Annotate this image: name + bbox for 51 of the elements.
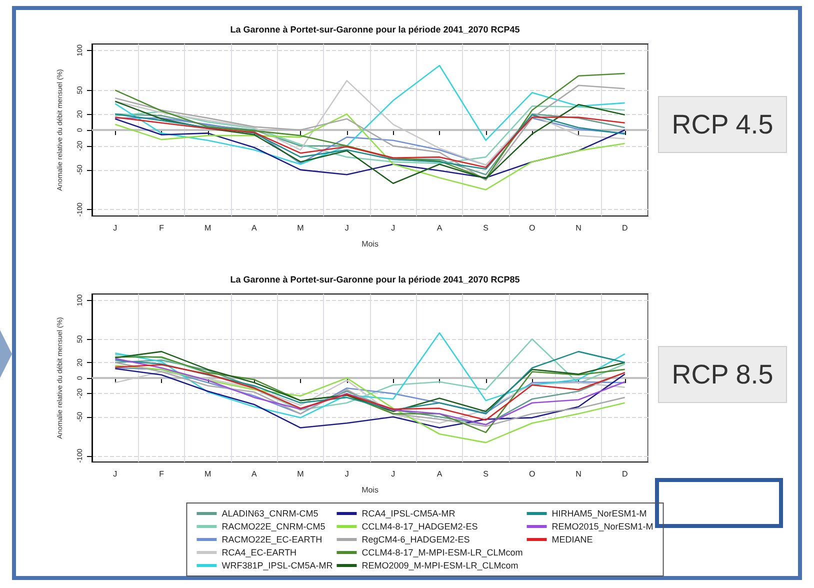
- x-tick-label: A: [436, 470, 443, 478]
- chart-title: La Garonne à Portet-sur-Garonne pour la période 2041_2070 RCP85: [230, 274, 520, 284]
- legend-label: MEDIANE: [552, 534, 593, 544]
- x-tick-label: J: [344, 224, 349, 232]
- text: RCP 4.5: [672, 110, 774, 140]
- x-tick-label: F: [159, 224, 164, 232]
- legend-label: RCA4_IPSL-CM5A-MR: [362, 508, 456, 518]
- x-tick-label: J: [344, 470, 349, 478]
- x-tick-label: M: [297, 224, 304, 232]
- x-tick-label: A: [251, 224, 258, 232]
- line-series: [114, 105, 626, 164]
- legend-label: CCLM4-8-17_HADGEM2-ES: [362, 522, 478, 532]
- x-tick-label: M: [204, 470, 212, 478]
- legend-label: ALADIN63_CNRM-CM5: [222, 508, 318, 518]
- x-tick-label: S: [483, 470, 489, 478]
- chart-title: La Garonne à Portet-sur-Garonne pour la période 2041_2070 RCP45: [230, 24, 520, 34]
- legend-label: RCA4_EC-EARTH: [222, 548, 297, 558]
- line-series: [114, 100, 626, 184]
- legend-label: HIRHAM5_NorESM1-M: [552, 508, 647, 518]
- legend-label: RegCM4-6_HADGEM2-ES: [362, 534, 470, 544]
- legend-label: RACMO22E_EC-EARTH: [222, 534, 322, 544]
- x-axis-title: Mois: [362, 486, 378, 494]
- line-series: [114, 64, 626, 165]
- line-series: [114, 332, 626, 418]
- x-tick-label: S: [483, 224, 489, 232]
- line-series: [114, 338, 626, 411]
- x-tick-label: J: [391, 224, 396, 232]
- legend-label: CCLM4-8-17_M-MPI-ESM-LR_CLMcom: [362, 548, 523, 558]
- legend-label: WRF381P_IPSL-CM5A-MR: [222, 560, 334, 570]
- x-tick-label: N: [576, 224, 582, 232]
- x-tick-label: J: [113, 470, 118, 478]
- x-tick-label: A: [251, 470, 258, 478]
- legend-label: RACMO22E_CNRM-CM5: [222, 522, 326, 532]
- x-tick-label: F: [159, 470, 164, 478]
- text: RCP 8.5: [672, 360, 774, 390]
- x-tick-label: D: [622, 470, 628, 478]
- x-tick-label: D: [622, 224, 628, 232]
- x-tick-label: A: [436, 224, 443, 232]
- x-tick-label: J: [113, 224, 118, 232]
- x-tick-label: M: [204, 224, 212, 232]
- line-series: [114, 113, 626, 190]
- x-tick-label: O: [529, 470, 536, 478]
- x-tick-label: M: [297, 470, 304, 478]
- legend-label: REMO2015_NorESM1-M: [552, 522, 654, 532]
- x-tick-label: O: [529, 224, 536, 232]
- x-axis-title: Mois: [362, 240, 378, 248]
- line-series: [114, 364, 626, 444]
- line-series: [114, 367, 626, 414]
- x-tick-label: N: [576, 470, 582, 478]
- x-tick-label: J: [391, 470, 396, 478]
- legend-label: REMO2009_M-MPI-ESM-LR_CLMcom: [362, 560, 518, 570]
